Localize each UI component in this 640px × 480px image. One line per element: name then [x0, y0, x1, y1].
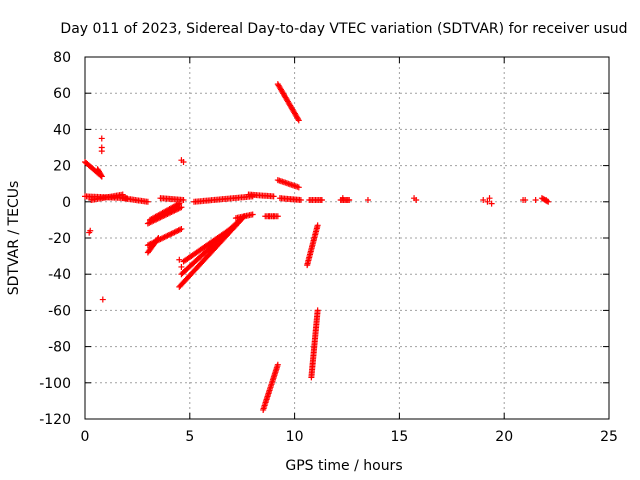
y-tick-label: -60 [48, 303, 71, 319]
y-tick-label: -80 [48, 340, 71, 356]
data-point [488, 200, 495, 207]
data-point [177, 226, 184, 233]
data-point [98, 172, 105, 179]
data-point [413, 196, 420, 203]
data-point [87, 227, 94, 234]
data-point [98, 148, 105, 155]
data-point [318, 196, 325, 203]
data-point [146, 219, 153, 226]
data-point [170, 208, 177, 215]
data-point [180, 196, 187, 203]
data-point [295, 184, 302, 191]
data-point [171, 229, 178, 236]
ticks: 0 5 10 15 20 25 -120 -100 -80 -60 -40 -20 0 20 40 60 80 [39, 50, 618, 445]
data-point [339, 195, 346, 202]
y-tick-label: 20 [53, 159, 71, 175]
data-point [170, 230, 177, 237]
x-tick-label: 20 [495, 429, 513, 445]
x-tick-label: 5 [185, 429, 194, 445]
data-point [180, 158, 187, 165]
x-tick-label: 15 [390, 429, 408, 445]
y-tick-label: 40 [53, 122, 71, 138]
data-point [270, 213, 277, 220]
data-point [165, 232, 172, 239]
data-point [346, 196, 353, 203]
y-tick-label: 60 [53, 86, 71, 102]
data-point [178, 204, 185, 211]
data-point [156, 236, 163, 243]
data-point [160, 234, 167, 241]
data-point [484, 198, 491, 205]
x-axis-label: GPS time / hours [285, 458, 402, 474]
data-point [270, 193, 277, 200]
data-point [150, 239, 157, 246]
data-point [480, 196, 487, 203]
data-point [172, 228, 179, 235]
x-tick-label: 25 [600, 429, 618, 445]
data-point [153, 238, 160, 245]
data-point [178, 225, 185, 232]
data-point [164, 232, 171, 239]
data-point [231, 223, 238, 230]
grid [85, 57, 609, 419]
y-tick-label: -20 [48, 231, 71, 247]
data-point [176, 256, 183, 263]
data-point [146, 241, 153, 248]
data-point [522, 196, 529, 203]
data-point [274, 361, 281, 368]
data-marks [82, 81, 552, 413]
data-point [157, 236, 164, 243]
data-point [178, 263, 185, 270]
data-point [295, 116, 302, 123]
data-point [161, 234, 168, 241]
data-point [364, 196, 371, 203]
y-tick-label: 80 [53, 50, 71, 66]
data-point [543, 198, 550, 205]
y-tick-label: -40 [48, 267, 71, 283]
data-point [314, 222, 321, 229]
data-point [163, 233, 170, 240]
data-point [168, 230, 175, 237]
data-point [172, 206, 179, 213]
data-point [98, 135, 105, 142]
data-point [151, 238, 158, 245]
data-point [98, 173, 105, 180]
data-point [99, 296, 106, 303]
data-point [177, 204, 184, 211]
data-point [174, 206, 181, 213]
chart-title: Day 011 of 2023, Sidereal Day-to-day VTE… [60, 21, 627, 37]
data-point [167, 231, 174, 238]
data-point [176, 200, 183, 207]
y-tick-label: 0 [62, 195, 71, 211]
data-point [297, 196, 304, 203]
data-point [174, 227, 181, 234]
data-point [314, 307, 321, 314]
data-point [147, 240, 154, 247]
data-point [543, 196, 550, 203]
data-point [144, 220, 151, 227]
y-axis-label: SDTVAR / TECUs [6, 181, 22, 296]
data-point [232, 222, 239, 229]
data-point [486, 195, 493, 202]
data-point [175, 227, 182, 234]
y-tick-label: -100 [39, 376, 71, 392]
data-point [532, 196, 539, 203]
data-point [158, 235, 165, 242]
data-point [154, 237, 161, 244]
data-point [149, 240, 156, 247]
data-point [144, 242, 151, 249]
data-point [144, 198, 151, 205]
data-point [174, 201, 181, 208]
y-tick-label: -120 [39, 412, 71, 428]
data-point [175, 205, 182, 212]
data-point [295, 117, 302, 124]
data-point [171, 207, 178, 214]
data-point [249, 211, 256, 218]
x-tick-label: 0 [81, 429, 90, 445]
x-tick-label: 10 [286, 429, 304, 445]
